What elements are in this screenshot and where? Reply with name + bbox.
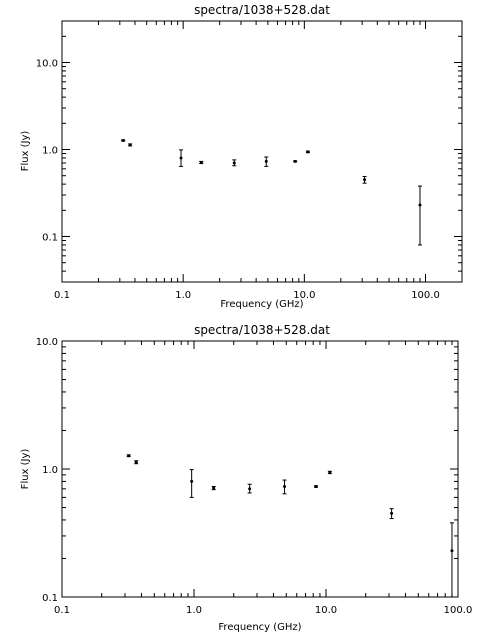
top-plot-data-point (179, 149, 184, 167)
bottom-plot-marker (390, 511, 394, 515)
top-plot-x-tick-label: 10.0 (293, 290, 315, 301)
top-plot-marker (199, 160, 203, 164)
top-plot-data-point (293, 159, 298, 163)
top-plot-marker (121, 138, 125, 142)
top-plot-data-point (362, 175, 367, 184)
top-plot-ticks (61, 20, 463, 283)
bottom-plot-data-point (134, 460, 139, 465)
top-plot-data-points (121, 138, 422, 246)
top-plot-marker (179, 156, 183, 160)
top-plot-x-tick-label: 100.0 (411, 290, 440, 301)
top-plot-data-point (305, 150, 310, 154)
top-plot-marker (232, 161, 236, 165)
top-plot-data-point (417, 185, 422, 246)
bottom-plot-marker (212, 486, 216, 490)
bottom-plot-title: spectra/1038+528.dat (194, 323, 330, 337)
top-plot-y-tick-label: 1.0 (42, 146, 58, 157)
top-plot-marker (128, 143, 132, 147)
bottom-plot-data-point (282, 479, 287, 495)
bottom-plot-frame (61, 340, 459, 598)
top-plot-title: spectra/1038+528.dat (194, 3, 330, 17)
bottom-plot-marker (283, 484, 287, 488)
bottom-plot: spectra/1038+528.dat 0.1 1.0 10.0 100.0 0.1 1… (20, 323, 472, 633)
top-plot-data-point (264, 156, 269, 167)
top-plot: spectra/1038+528.dat 0.1 1.0 10.0 100.0 0.1 1… (20, 3, 463, 310)
bottom-plot-data-point (189, 469, 194, 498)
top-plot-marker (293, 159, 297, 163)
bottom-plot-y-tick-label: 1.0 (42, 465, 58, 476)
top-plot-data-point (232, 159, 237, 167)
bottom-plot-x-axis-label: Frequency (GHz) (218, 622, 301, 633)
bottom-plot-marker (190, 479, 194, 483)
bottom-plot-ticks (61, 340, 459, 598)
top-plot-marker (306, 150, 310, 154)
bottom-plot-marker (134, 460, 138, 464)
top-plot-x-tick-label: 0.1 (54, 290, 70, 301)
top-plot-frame (61, 20, 463, 283)
bottom-plot-marker (450, 549, 454, 553)
bottom-plot-marker (328, 470, 332, 474)
bottom-plot-data-point (247, 483, 252, 494)
top-plot-y-tick-label: 10.0 (36, 59, 58, 70)
bottom-plot-y-axis-label: Flux (Jy) (20, 449, 31, 490)
top-plot-data-point (128, 143, 133, 147)
bottom-plot-data-point (327, 470, 332, 475)
bottom-plot-data-points (126, 454, 454, 598)
bottom-plot-marker (248, 487, 252, 491)
top-plot-tick-labels: 0.1 1.0 10.0 100.0 0.1 1.0 10.0 (36, 59, 440, 301)
bottom-plot-data-point (126, 454, 131, 458)
bottom-plot-marker (127, 454, 131, 458)
bottom-plot-x-tick-label: 0.1 (54, 605, 70, 616)
top-plot-marker (418, 203, 422, 207)
bottom-plot-x-tick-label: 10.0 (315, 605, 337, 616)
bottom-plot-marker (314, 484, 318, 488)
bottom-plot-x-tick-label: 1.0 (186, 605, 202, 616)
top-plot-y-tick-label: 0.1 (42, 233, 58, 244)
top-plot-marker (264, 159, 268, 163)
bottom-plot-data-point (314, 484, 319, 488)
top-plot-data-point (121, 138, 126, 142)
top-plot-data-point (199, 160, 204, 165)
bottom-plot-y-tick-label: 10.0 (36, 337, 58, 348)
top-plot-y-axis-label: Flux (Jy) (20, 131, 31, 172)
bottom-plot-x-tick-label: 100.0 (444, 605, 473, 616)
top-plot-x-axis-label: Frequency (GHz) (220, 299, 303, 310)
bottom-plot-data-point (449, 522, 454, 598)
bottom-plot-y-tick-label: 0.1 (42, 593, 58, 604)
top-plot-marker (363, 178, 367, 182)
bottom-plot-tick-labels: 0.1 1.0 10.0 100.0 0.1 1.0 10.0 (36, 337, 473, 616)
bottom-plot-data-point (211, 485, 216, 491)
bottom-plot-data-point (389, 508, 394, 520)
top-plot-x-tick-label: 1.0 (175, 290, 191, 301)
